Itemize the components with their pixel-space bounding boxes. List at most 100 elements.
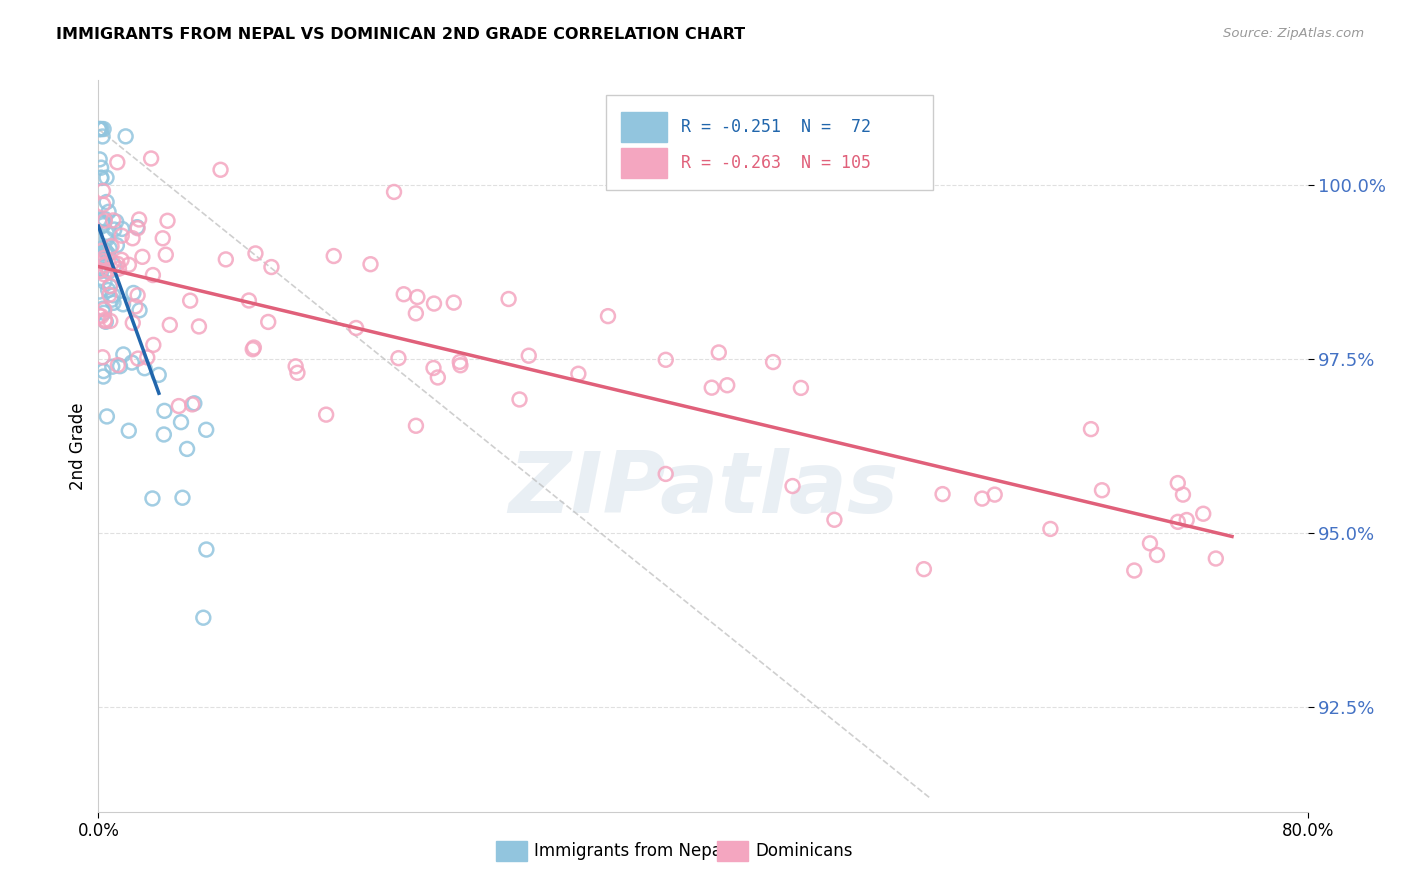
Point [382, 185, 405, 199]
Point [245, 246, 267, 260]
Point [195, 423, 218, 437]
Point [567, 367, 589, 381]
Point [131, 250, 153, 264]
Point [823, 513, 845, 527]
Point [406, 290, 429, 304]
Point [360, 257, 382, 271]
Point [89, 122, 111, 136]
Point [98, 314, 121, 328]
Point [96, 409, 118, 424]
Point [260, 260, 283, 274]
Point [89, 153, 111, 167]
Point [238, 293, 260, 308]
Point [118, 424, 141, 438]
Point [1167, 476, 1189, 491]
Point [93, 275, 115, 289]
Point [596, 309, 619, 323]
Point [93, 302, 115, 317]
Point [284, 359, 307, 374]
Point [94, 314, 117, 328]
Point [96, 226, 118, 240]
Point [90, 264, 112, 278]
Point [90, 161, 112, 175]
Point [387, 351, 409, 366]
Point [111, 222, 134, 236]
Point [105, 155, 128, 169]
Point [91, 218, 114, 232]
Point [94, 258, 117, 272]
FancyBboxPatch shape [621, 147, 666, 178]
Point [93, 306, 115, 320]
Point [96, 170, 118, 185]
Point [105, 238, 128, 252]
Point [790, 381, 813, 395]
Text: IMMIGRANTS FROM NEPAL VS DOMINICAN 2ND GRADE CORRELATION CHART: IMMIGRANTS FROM NEPAL VS DOMINICAN 2ND G… [56, 27, 745, 42]
Point [195, 542, 218, 557]
Point [700, 381, 723, 395]
Point [155, 248, 177, 262]
Point [443, 295, 465, 310]
Point [94, 244, 117, 259]
Point [156, 214, 179, 228]
Point [1091, 483, 1114, 498]
Point [654, 467, 676, 481]
Point [1039, 522, 1062, 536]
Point [91, 249, 114, 263]
Point [209, 162, 232, 177]
Point [122, 285, 145, 300]
Point [242, 343, 264, 357]
Point [90, 171, 112, 186]
Point [517, 349, 540, 363]
Point [170, 415, 193, 429]
Point [90, 170, 112, 185]
Point [134, 361, 156, 376]
Y-axis label: 2nd Grade: 2nd Grade [69, 402, 87, 490]
Point [449, 355, 471, 369]
Point [127, 288, 149, 302]
Point [257, 315, 280, 329]
Point [1139, 536, 1161, 550]
Point [91, 369, 114, 384]
Point [112, 297, 135, 311]
Point [1123, 564, 1146, 578]
Point [423, 296, 446, 310]
Point [181, 397, 204, 411]
Point [1205, 551, 1227, 566]
Point [1175, 513, 1198, 527]
Point [716, 378, 738, 392]
Point [90, 244, 112, 258]
Point [90, 260, 112, 274]
Point [93, 122, 115, 136]
Point [287, 366, 309, 380]
Point [141, 491, 163, 506]
Point [142, 268, 165, 282]
Point [121, 356, 143, 370]
Point [108, 261, 131, 276]
Point [90, 122, 112, 136]
Point [89, 122, 111, 136]
Point [103, 222, 125, 236]
Point [93, 268, 115, 282]
Point [90, 252, 112, 267]
Point [127, 221, 149, 235]
Point [97, 283, 120, 297]
Point [782, 479, 804, 493]
Point [344, 321, 367, 335]
Point [153, 427, 176, 442]
Point [93, 364, 115, 378]
Point [215, 252, 238, 267]
Point [97, 265, 120, 279]
Point [93, 254, 115, 268]
Point [94, 244, 117, 258]
Point [449, 358, 471, 372]
Point [89, 309, 111, 323]
Point [136, 351, 159, 365]
Point [91, 301, 114, 316]
Point [98, 288, 121, 302]
Point [422, 361, 444, 376]
Text: ZIPatlas: ZIPatlas [508, 449, 898, 532]
Point [89, 263, 111, 277]
Point [100, 239, 122, 253]
Point [98, 279, 121, 293]
Point [91, 184, 114, 198]
